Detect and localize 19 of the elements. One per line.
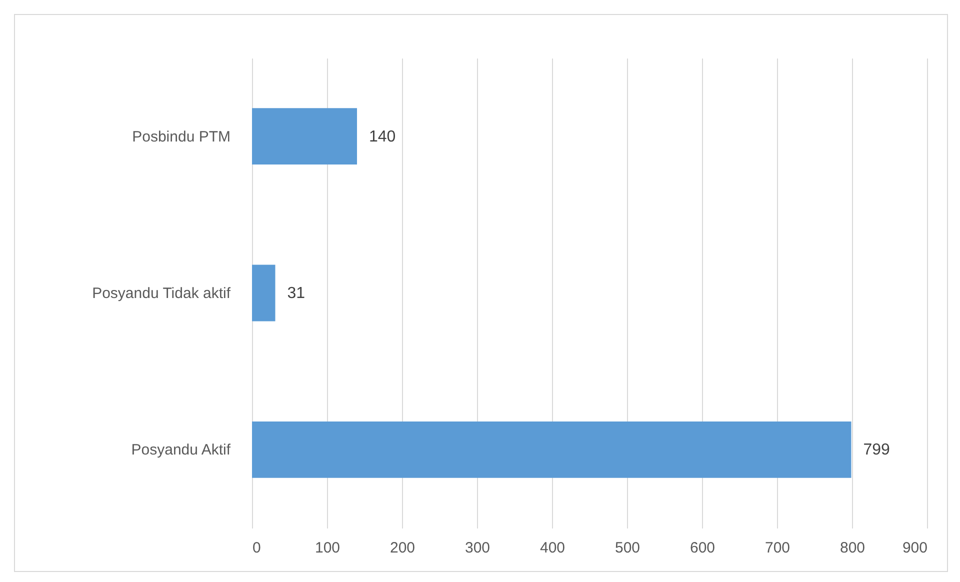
x-tick-label: 400 — [540, 540, 566, 556]
x-tick-label: 0 — [252, 540, 261, 556]
x-tick-label: 500 — [614, 540, 640, 556]
bar — [252, 108, 357, 165]
data-label: 140 — [369, 128, 396, 146]
x-tick-label: 200 — [390, 540, 416, 556]
x-tick-label: 800 — [840, 540, 866, 556]
x-tick-label: 100 — [314, 540, 340, 556]
y-tick-label: Posyandu Aktif — [131, 442, 232, 459]
x-tick-label: 600 — [690, 540, 716, 556]
x-tick-label: 700 — [764, 540, 790, 556]
data-label: 31 — [287, 285, 306, 302]
x-tick-label: 300 — [464, 540, 490, 556]
y-tick-label: Posyandu Tidak aktif — [92, 285, 232, 302]
y-tick-label: Posbindu PTM — [132, 128, 230, 146]
data-label: 799 — [863, 442, 890, 459]
bar — [252, 421, 852, 478]
x-tick-label: 900 — [902, 540, 928, 556]
bar — [252, 264, 276, 322]
